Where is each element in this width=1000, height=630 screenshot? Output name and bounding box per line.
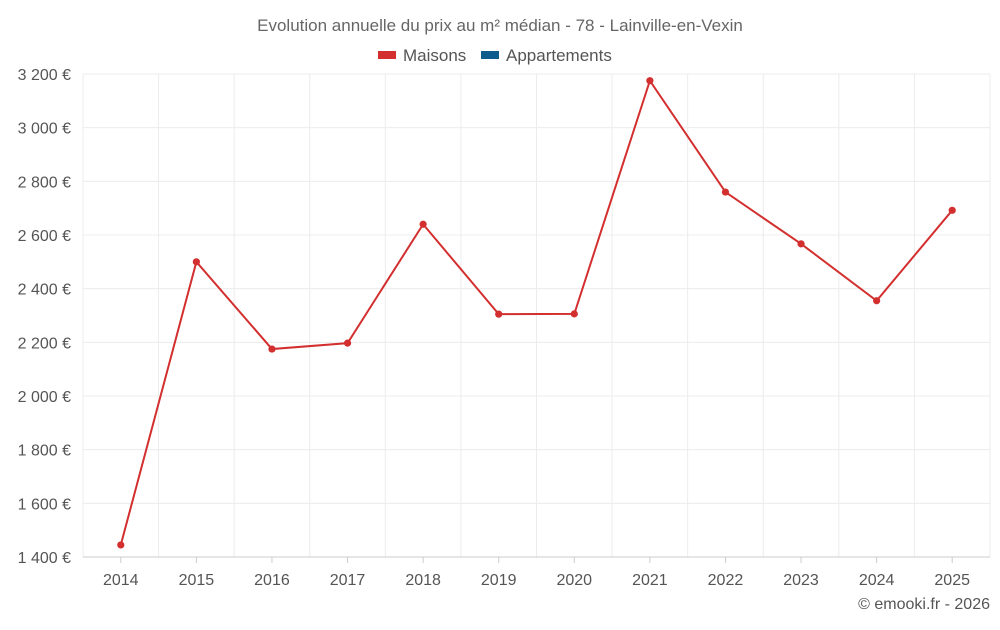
y-tick-label: 1 400 € (18, 550, 71, 567)
data-point[interactable] (495, 310, 503, 318)
x-axis-tick-labels: 2014 2015 2016 2017 2018 2019 2020 2021 2022 2023… (103, 557, 970, 589)
data-point[interactable] (419, 220, 427, 228)
y-tick-label: 3 000 € (18, 121, 71, 138)
x-tick-label: 2014 (103, 572, 139, 589)
y-axis-tick-labels: 1 400 € 1 600 € 1 800 € 2 000 € 2 200 € 2 400… (18, 67, 71, 567)
y-tick-label: 1 800 € (18, 443, 71, 460)
x-tick-label: 2023 (783, 572, 819, 589)
x-tick-label: 2015 (179, 572, 215, 589)
x-tick-label: 2025 (934, 572, 970, 589)
legend-label-appartements: Appartements (506, 46, 612, 65)
data-point[interactable] (117, 541, 125, 549)
x-tick-label: 2018 (405, 572, 441, 589)
y-tick-label: 3 200 € (18, 67, 71, 84)
y-tick-label: 1 600 € (18, 496, 71, 513)
data-point[interactable] (268, 345, 276, 353)
x-tick-label: 2024 (859, 572, 895, 589)
legend-label-maisons: Maisons (403, 46, 466, 65)
y-tick-label: 2 200 € (18, 335, 71, 352)
x-tick-label: 2020 (556, 572, 592, 589)
data-point[interactable] (797, 240, 805, 248)
data-point[interactable] (343, 339, 352, 347)
data-point[interactable] (646, 77, 654, 85)
data-point[interactable] (721, 188, 730, 196)
data-points (117, 77, 956, 549)
y-tick-label: 2 800 € (18, 174, 71, 191)
data-point[interactable] (570, 310, 578, 318)
series-lines (119, 78, 953, 546)
legend-item-appartements[interactable]: Appartements (481, 46, 612, 65)
y-tick-label: 2 400 € (18, 282, 71, 299)
legend-item-maisons[interactable]: Maisons (378, 46, 466, 65)
x-gridlines (82, 74, 991, 558)
x-tick-label: 2019 (481, 572, 517, 589)
x-tick-label: 2016 (254, 572, 290, 589)
legend-swatch-maisons (378, 51, 396, 59)
legend: Maisons Appartements (378, 46, 612, 65)
series-line-maisons (119, 78, 953, 546)
x-tick-label: 2022 (708, 572, 744, 589)
credit-text: © emooki.fr - 2026 (858, 596, 990, 613)
y-tick-label: 2 000 € (18, 389, 71, 406)
y-tick-label: 2 600 € (18, 228, 71, 245)
legend-swatch-appartements (481, 51, 499, 59)
x-tick-label: 2021 (632, 572, 668, 589)
x-tick-label: 2017 (330, 572, 366, 589)
data-point[interactable] (948, 206, 956, 214)
data-point[interactable] (192, 258, 200, 266)
chart-title: Evolution annuelle du prix au m² médian … (257, 16, 743, 35)
data-point[interactable] (873, 297, 881, 305)
